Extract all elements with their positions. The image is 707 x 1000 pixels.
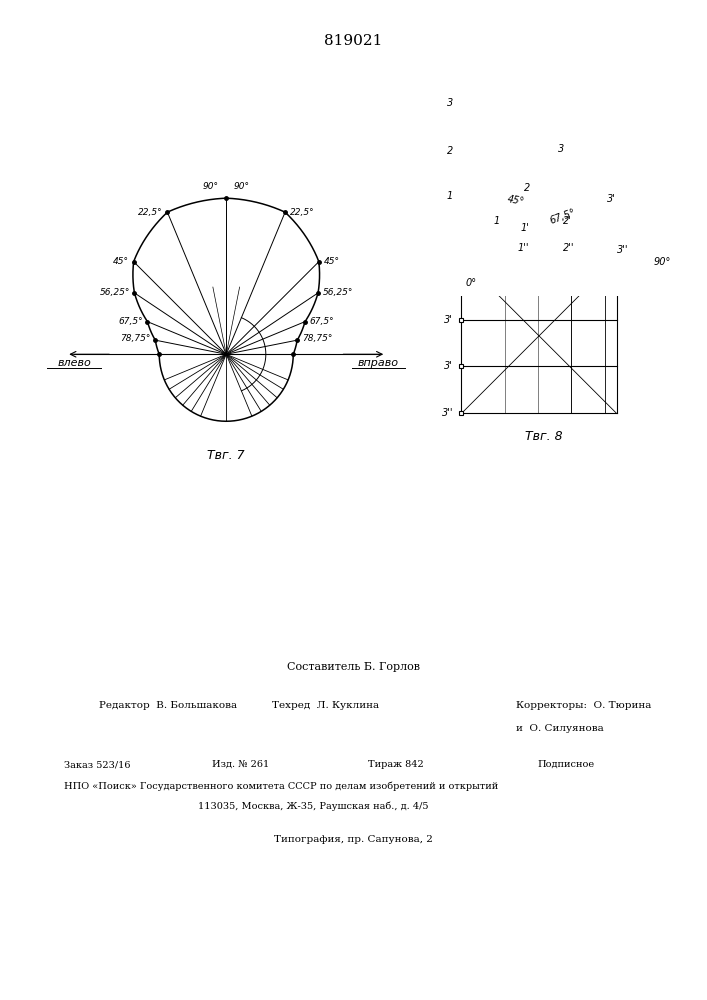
Text: 0°: 0° bbox=[466, 278, 477, 288]
Text: Составитель Б. Горлов: Составитель Б. Горлов bbox=[287, 662, 420, 672]
Text: 90°: 90° bbox=[203, 182, 218, 191]
Text: влево: влево bbox=[57, 358, 90, 368]
Text: 67,5°: 67,5° bbox=[310, 317, 334, 326]
Text: вправо: вправо bbox=[358, 358, 399, 368]
Text: 3': 3' bbox=[444, 315, 453, 325]
Text: НПО «Поиск» Государственного комитета СССР по делам изобретений и открытий: НПО «Поиск» Государственного комитета СС… bbox=[64, 782, 498, 791]
Text: 2: 2 bbox=[524, 183, 530, 193]
Text: Техред  Л. Куклина: Техред Л. Куклина bbox=[271, 701, 379, 710]
Text: 78,75°: 78,75° bbox=[120, 334, 151, 343]
Text: Изд. № 261: Изд. № 261 bbox=[212, 760, 269, 769]
Text: 1': 1' bbox=[520, 223, 530, 233]
Text: 78,75°: 78,75° bbox=[302, 334, 332, 343]
Text: 67,5°: 67,5° bbox=[118, 317, 143, 326]
Text: 90°: 90° bbox=[654, 257, 671, 267]
Text: 45°: 45° bbox=[507, 194, 526, 207]
Text: 3: 3 bbox=[558, 144, 564, 154]
Text: 1: 1 bbox=[494, 216, 500, 226]
Text: 56,25°: 56,25° bbox=[100, 288, 130, 297]
Text: 3': 3' bbox=[607, 194, 616, 204]
Text: 45°: 45° bbox=[323, 257, 339, 266]
Text: Редактор  В. Большакова: Редактор В. Большакова bbox=[99, 701, 237, 710]
Text: 3'': 3'' bbox=[442, 408, 453, 418]
Text: Тираж 842: Тираж 842 bbox=[368, 760, 423, 769]
Text: 3: 3 bbox=[447, 98, 453, 108]
Text: 819021: 819021 bbox=[325, 34, 382, 48]
Text: Τвг. 8: Τвг. 8 bbox=[525, 430, 563, 443]
Text: 1: 1 bbox=[447, 191, 453, 201]
Text: 45°: 45° bbox=[113, 257, 129, 266]
Text: Заказ 523/16: Заказ 523/16 bbox=[64, 760, 130, 769]
Text: 2': 2' bbox=[563, 216, 571, 226]
Text: и  О. Силуянова: и О. Силуянова bbox=[516, 724, 604, 733]
Text: 1'': 1'' bbox=[518, 243, 530, 253]
Text: 67,5°: 67,5° bbox=[549, 208, 577, 226]
Text: 3': 3' bbox=[444, 361, 453, 371]
Text: 113035, Москва, Ж-35, Раушская наб., д. 4/5: 113035, Москва, Ж-35, Раушская наб., д. … bbox=[198, 802, 428, 811]
Text: Типография, пр. Сапунова, 2: Типография, пр. Сапунова, 2 bbox=[274, 835, 433, 844]
Text: 90°: 90° bbox=[234, 182, 250, 191]
Text: 22,5°: 22,5° bbox=[290, 208, 315, 217]
Text: 56,25°: 56,25° bbox=[322, 288, 353, 297]
Text: Корректоры:  О. Тюрина: Корректоры: О. Тюрина bbox=[516, 701, 651, 710]
Text: 2: 2 bbox=[447, 146, 453, 156]
Text: 3'': 3'' bbox=[617, 245, 629, 255]
Text: Τвг. 7: Τвг. 7 bbox=[207, 449, 245, 462]
Text: 22,5°: 22,5° bbox=[138, 208, 163, 217]
Text: 2'': 2'' bbox=[563, 243, 575, 253]
Text: Подписное: Подписное bbox=[537, 760, 595, 769]
